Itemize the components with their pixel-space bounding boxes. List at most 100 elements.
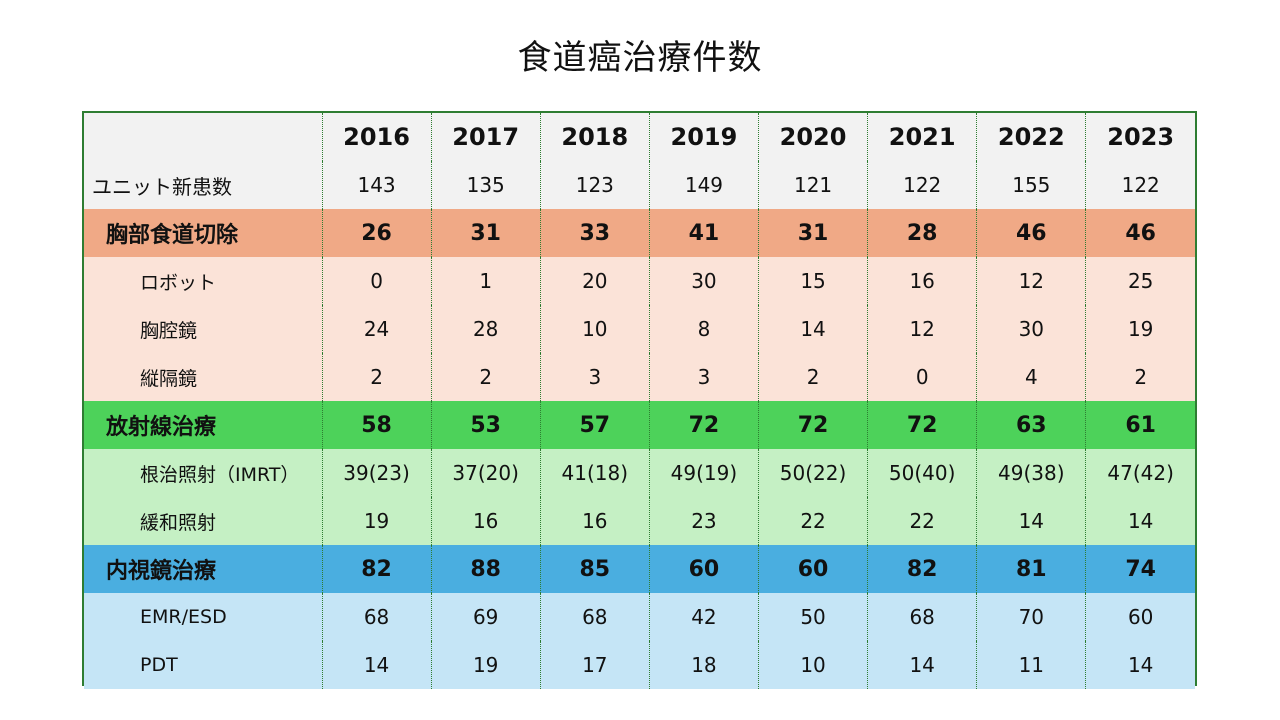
value-cell-robot-2023: 25 [1085,257,1195,305]
value-cell-emr-esd-2022: 70 [976,593,1086,641]
value-cell-robot-2019: 30 [648,257,759,305]
year-header-2019: 2019 [648,113,759,161]
value-cell-curative-2019: 49(19) [648,449,759,497]
value-cell-palliative-2019: 23 [648,497,759,545]
value-cell-radiation-2021: 72 [867,401,977,449]
value-cell-radiation-2016: 58 [321,401,432,449]
header-row: 2016 2017 2018 2019 2020 2021 2022 2023 [84,113,1195,161]
value-cell-radiation-2020: 72 [757,401,868,449]
value-cell-pdt-2022: 11 [976,641,1086,689]
value-cell-pdt-2019: 18 [648,641,759,689]
value-cell-thoracoscope-2022: 30 [976,305,1086,353]
value-cell-radiation-2018: 57 [539,401,650,449]
value-cell-radiation-2019: 72 [648,401,759,449]
value-cell-curative-2018: 41(18) [539,449,650,497]
value-cell-emr-esd-2020: 50 [757,593,868,641]
page-title: 食道癌治療件数 [517,38,763,78]
row-emr-esd: EMR/ESD 68 69 68 42 50 68 70 60 [84,593,1195,641]
value-cell-curative-2022: 49(38) [976,449,1086,497]
value-cell-palliative-2017: 16 [430,497,541,545]
value-cell-curative-2023: 47(42) [1085,449,1195,497]
row-thoracoscope: 胸腔鏡 24 28 10 8 14 12 30 19 [84,305,1195,353]
value-cell-palliative-2020: 22 [757,497,868,545]
row-endoscopy: 内視鏡治療 82 88 85 60 60 82 81 74 [84,545,1195,593]
value-cell-mediastinoscope-2020: 2 [757,353,868,401]
value-cell-new-patients-2021: 122 [867,161,977,209]
value-cell-curative-2017: 37(20) [430,449,541,497]
value-cell-surgery-2021: 28 [867,209,977,257]
value-cell-surgery-2019: 41 [648,209,759,257]
value-cell-thoracoscope-2021: 12 [867,305,977,353]
value-cell-robot-2016: 0 [321,257,432,305]
value-cell-pdt-2018: 17 [539,641,650,689]
row-label-thoracoscope: 胸腔鏡 [84,305,322,353]
value-cell-palliative-2022: 14 [976,497,1086,545]
value-cell-endoscopy-2023: 74 [1085,545,1195,593]
value-cell-robot-2020: 15 [757,257,868,305]
value-cell-robot-2017: 1 [430,257,541,305]
value-cell-surgery-2022: 46 [976,209,1086,257]
value-cell-mediastinoscope-2017: 2 [430,353,541,401]
value-cell-new-patients-2020: 121 [757,161,868,209]
row-palliative: 緩和照射 19 16 16 23 22 22 14 14 [84,497,1195,545]
value-cell-mediastinoscope-2016: 2 [321,353,432,401]
row-label-surgery: 胸部食道切除 [84,209,322,257]
value-cell-new-patients-2022: 155 [976,161,1086,209]
value-cell-pdt-2020: 10 [757,641,868,689]
year-header-2022: 2022 [976,113,1086,161]
value-cell-mediastinoscope-2022: 4 [976,353,1086,401]
value-cell-robot-2022: 12 [976,257,1086,305]
value-cell-surgery-2017: 31 [430,209,541,257]
value-cell-mediastinoscope-2018: 3 [539,353,650,401]
value-cell-thoracoscope-2018: 10 [539,305,650,353]
row-label-curative: 根治照射（IMRT） [84,449,322,497]
value-cell-palliative-2018: 16 [539,497,650,545]
value-cell-endoscopy-2018: 85 [539,545,650,593]
year-header-2020: 2020 [757,113,868,161]
value-cell-thoracoscope-2019: 8 [648,305,759,353]
year-header-2017: 2017 [430,113,541,161]
value-cell-curative-2021: 50(40) [867,449,977,497]
value-cell-emr-esd-2018: 68 [539,593,650,641]
value-cell-new-patients-2017: 135 [430,161,541,209]
value-cell-pdt-2021: 14 [867,641,977,689]
value-cell-curative-2016: 39(23) [321,449,432,497]
value-cell-radiation-2017: 53 [430,401,541,449]
value-cell-pdt-2016: 14 [321,641,432,689]
value-cell-mediastinoscope-2023: 2 [1085,353,1195,401]
row-pdt: PDT 14 19 17 18 10 14 11 14 [84,641,1195,689]
value-cell-robot-2021: 16 [867,257,977,305]
value-cell-new-patients-2018: 123 [539,161,650,209]
value-cell-surgery-2023: 46 [1085,209,1195,257]
row-surgery: 胸部食道切除 26 31 33 41 31 28 46 46 [84,209,1195,257]
value-cell-radiation-2023: 61 [1085,401,1195,449]
value-cell-new-patients-2023: 122 [1085,161,1195,209]
value-cell-palliative-2016: 19 [321,497,432,545]
row-label-new-patients: ユニット新患数 [84,161,322,209]
value-cell-thoracoscope-2016: 24 [321,305,432,353]
value-cell-thoracoscope-2017: 28 [430,305,541,353]
year-header-2021: 2021 [867,113,977,161]
value-cell-endoscopy-2019: 60 [648,545,759,593]
value-cell-robot-2018: 20 [539,257,650,305]
value-cell-palliative-2021: 22 [867,497,977,545]
value-cell-pdt-2023: 14 [1085,641,1195,689]
value-cell-curative-2020: 50(22) [757,449,868,497]
value-cell-emr-esd-2017: 69 [430,593,541,641]
row-label-radiation: 放射線治療 [84,401,322,449]
row-robot: ロボット 0 1 20 30 15 16 12 25 [84,257,1195,305]
value-cell-endoscopy-2020: 60 [757,545,868,593]
treatment-table: 2016 2017 2018 2019 2020 2021 2022 2023 ユニット新患数 1… [82,111,1197,689]
value-cell-thoracoscope-2020: 14 [757,305,868,353]
row-new-patients: ユニット新患数 143 135 123 149 121 122 155 122 [84,161,1195,209]
year-header-2016: 2016 [321,113,432,161]
value-cell-endoscopy-2017: 88 [430,545,541,593]
value-cell-new-patients-2016: 143 [321,161,432,209]
value-cell-radiation-2022: 63 [976,401,1086,449]
row-label-robot: ロボット [84,257,322,305]
value-cell-surgery-2018: 33 [539,209,650,257]
value-cell-endoscopy-2022: 81 [976,545,1086,593]
year-header-2023: 2023 [1085,113,1195,161]
row-curative: 根治照射（IMRT） 39(23) 37(20) 41(18) 49(19) 50(22)… [84,449,1195,497]
row-label-palliative: 緩和照射 [84,497,322,545]
